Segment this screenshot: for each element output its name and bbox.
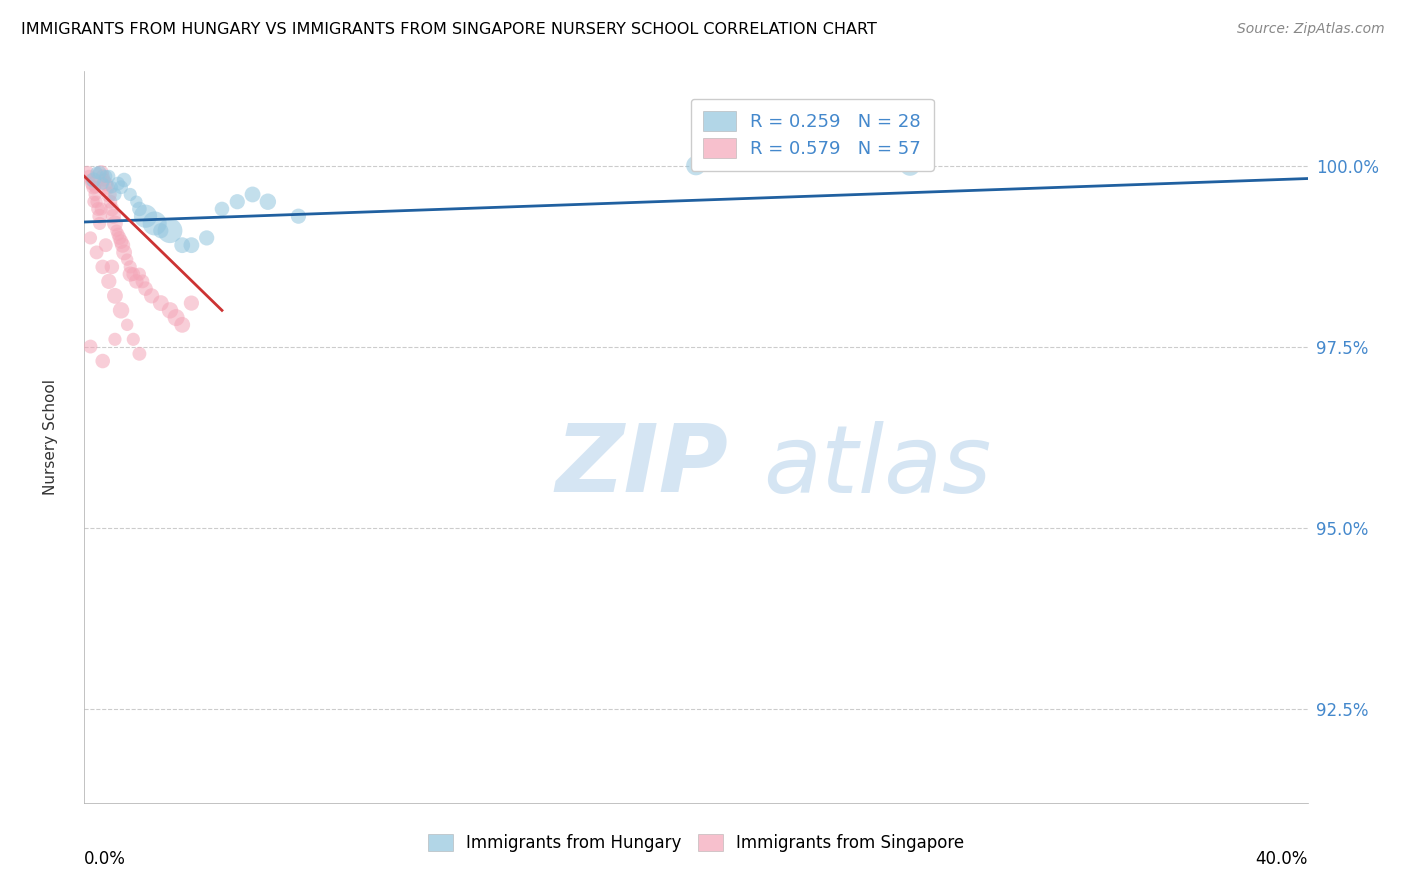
Text: atlas: atlas xyxy=(763,421,991,512)
Point xyxy=(141,289,163,303)
Point xyxy=(104,332,127,346)
Point xyxy=(120,260,142,274)
Point xyxy=(131,274,153,288)
Point xyxy=(91,260,114,274)
Point xyxy=(125,274,148,288)
Point xyxy=(89,166,111,180)
Point xyxy=(90,202,112,216)
Point xyxy=(195,231,218,245)
Point xyxy=(898,159,921,173)
Point xyxy=(159,303,181,318)
Point xyxy=(91,177,114,191)
Point xyxy=(125,194,148,209)
Point xyxy=(89,209,111,223)
Point xyxy=(76,166,98,180)
Point xyxy=(211,202,233,216)
Point xyxy=(110,303,132,318)
Point xyxy=(128,267,150,281)
Point xyxy=(104,216,127,230)
Point xyxy=(83,173,105,187)
Point xyxy=(110,180,132,194)
Legend: Immigrants from Hungary, Immigrants from Singapore: Immigrants from Hungary, Immigrants from… xyxy=(419,825,973,860)
Point xyxy=(96,180,118,194)
Point xyxy=(149,224,172,238)
Point xyxy=(101,180,124,194)
Point xyxy=(159,224,181,238)
Point xyxy=(128,202,150,216)
Point xyxy=(110,235,132,249)
Point xyxy=(90,166,112,180)
Point xyxy=(115,318,138,332)
Point xyxy=(107,177,129,191)
Text: 0.0%: 0.0% xyxy=(84,850,127,868)
Point xyxy=(103,209,125,223)
Point xyxy=(122,332,145,346)
Point xyxy=(172,238,194,252)
Point xyxy=(120,187,142,202)
Point xyxy=(112,245,135,260)
Point xyxy=(135,209,157,223)
Point xyxy=(86,245,108,260)
Point xyxy=(94,169,117,184)
Point xyxy=(87,202,110,216)
Point xyxy=(86,166,108,180)
Point xyxy=(105,224,128,238)
Point xyxy=(226,194,249,209)
Text: Nursery School: Nursery School xyxy=(42,379,58,495)
Point xyxy=(77,169,100,184)
Point xyxy=(143,216,166,230)
Point xyxy=(94,177,117,191)
Point xyxy=(120,267,142,281)
Point xyxy=(107,227,129,242)
Point xyxy=(128,347,150,361)
Text: 40.0%: 40.0% xyxy=(1256,850,1308,868)
Point xyxy=(91,169,114,184)
Point xyxy=(122,267,145,281)
Point xyxy=(149,296,172,310)
Point xyxy=(86,194,108,209)
Point xyxy=(97,169,120,184)
Point xyxy=(180,238,202,252)
Point xyxy=(135,282,157,296)
Point xyxy=(112,173,135,187)
Point xyxy=(165,310,187,325)
Point xyxy=(111,238,134,252)
Point xyxy=(84,187,107,202)
Point xyxy=(84,180,107,194)
Point xyxy=(104,289,127,303)
Point xyxy=(79,231,101,245)
Point xyxy=(97,187,120,202)
Point xyxy=(101,202,124,216)
Point xyxy=(242,187,264,202)
Point xyxy=(172,318,194,332)
Text: IMMIGRANTS FROM HUNGARY VS IMMIGRANTS FROM SINGAPORE NURSERY SCHOOL CORRELATION : IMMIGRANTS FROM HUNGARY VS IMMIGRANTS FR… xyxy=(21,22,877,37)
Point xyxy=(101,260,124,274)
Point xyxy=(104,187,127,202)
Point xyxy=(98,194,121,209)
Point xyxy=(287,209,309,223)
Point xyxy=(108,231,131,245)
Point xyxy=(257,194,280,209)
Point xyxy=(79,173,101,187)
Point xyxy=(91,354,114,368)
Point xyxy=(115,252,138,267)
Point xyxy=(685,159,707,173)
Point xyxy=(93,173,115,187)
Point xyxy=(80,177,103,191)
Point xyxy=(83,180,105,194)
Point xyxy=(180,296,202,310)
Point xyxy=(89,216,111,230)
Point xyxy=(83,194,105,209)
Point xyxy=(97,274,120,288)
Text: Source: ZipAtlas.com: Source: ZipAtlas.com xyxy=(1237,22,1385,37)
Point xyxy=(79,340,101,354)
Text: ZIP: ZIP xyxy=(555,420,728,512)
Point xyxy=(94,238,117,252)
